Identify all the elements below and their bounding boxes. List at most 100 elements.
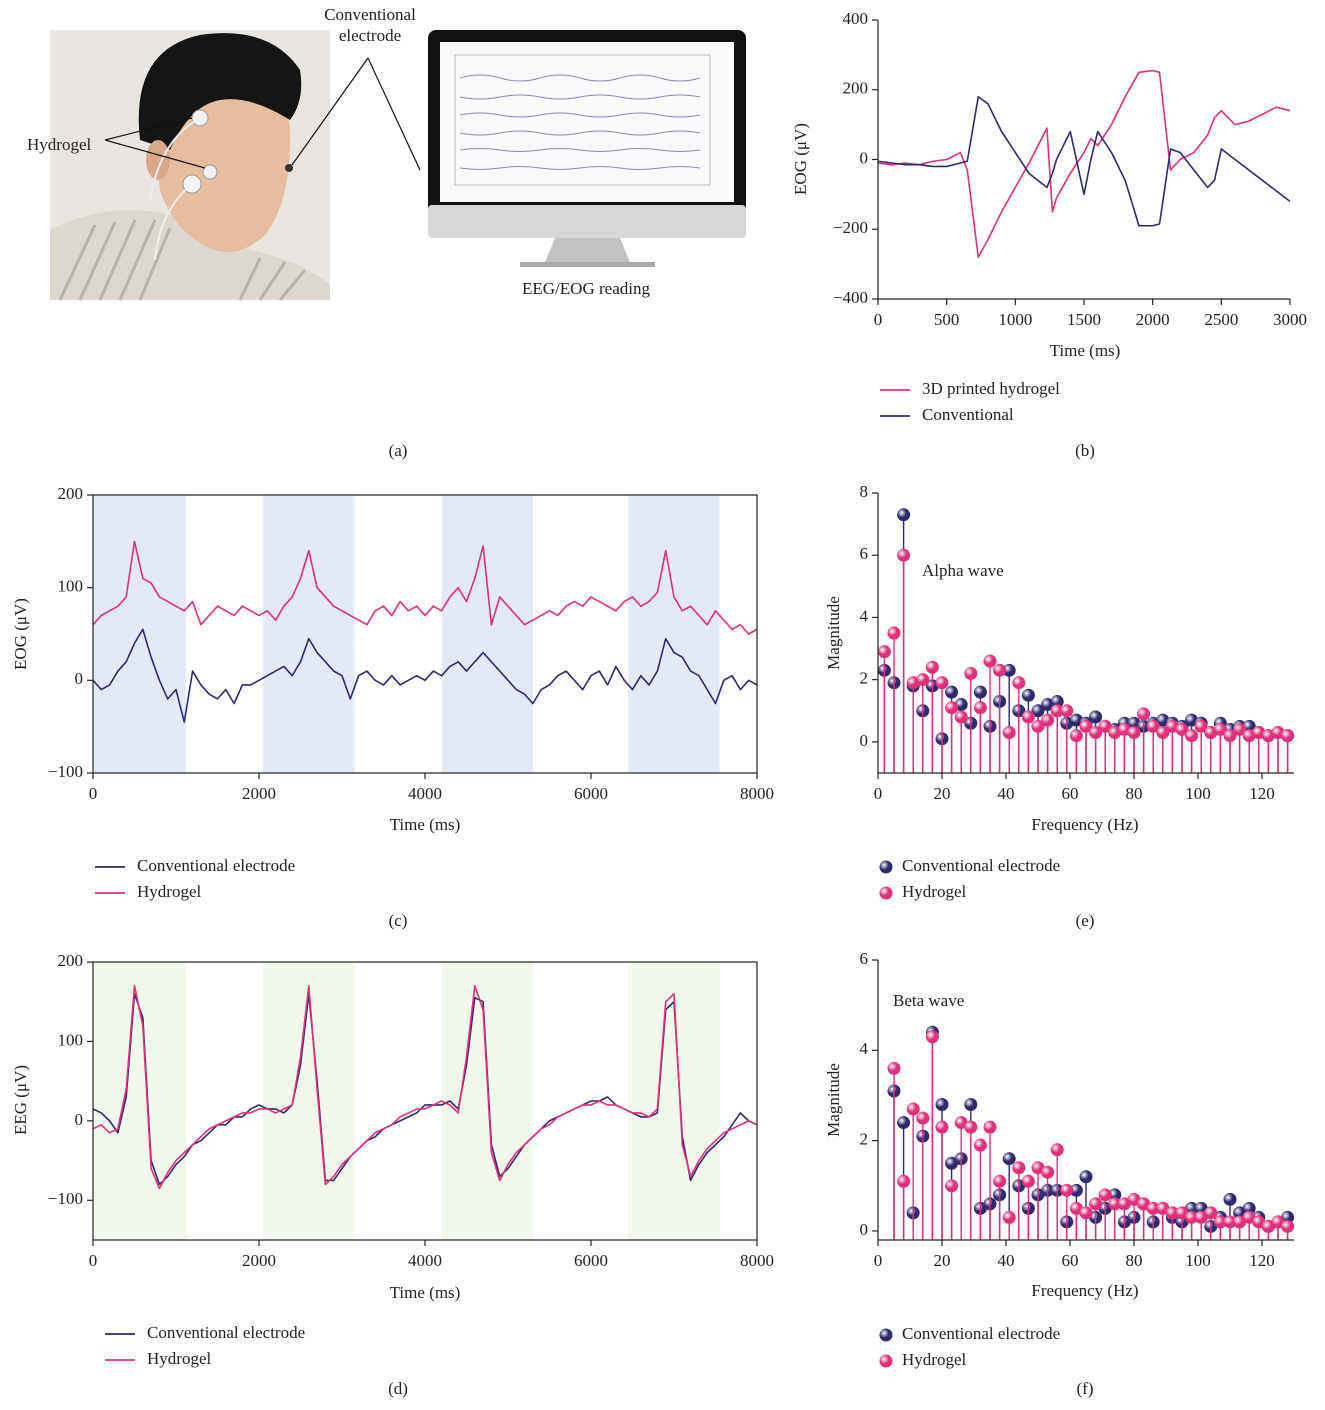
stem-marker: [1060, 704, 1074, 718]
stem-marker: [1108, 1188, 1122, 1202]
legend-marker: [879, 1328, 893, 1342]
stem-marker: [1213, 1215, 1227, 1229]
monitor: [428, 30, 746, 267]
stem-marker: [1108, 1197, 1122, 1211]
stem-marker: [1233, 722, 1247, 736]
legend-label: 3D printed hydrogel: [922, 379, 1060, 398]
stem-marker: [897, 1116, 911, 1130]
x-tick-label: 1000: [998, 310, 1032, 329]
y-tick-label: 4: [860, 1039, 869, 1058]
x-tick-label: 40: [998, 1251, 1015, 1270]
legend-label: Hydrogel: [902, 1350, 966, 1369]
x-tick-label: 0: [874, 784, 883, 803]
stem-marker: [1002, 663, 1016, 677]
stem-marker: [1069, 1183, 1083, 1197]
ear: [146, 140, 170, 180]
x-tick-label: 6000: [574, 1251, 608, 1270]
x-tick-label: 120: [1249, 1251, 1275, 1270]
y-tick-label: 2: [860, 669, 869, 688]
photo-label: Hydrogel: [27, 135, 91, 154]
shaded-region: [93, 962, 186, 1240]
stem-marker: [1146, 719, 1160, 733]
y-tick-label: 0: [75, 669, 84, 688]
y-axis-label: Magnitude: [824, 1063, 843, 1137]
stem-marker: [1281, 1219, 1295, 1233]
series-line: [92, 628, 758, 723]
stem-marker: [935, 1098, 949, 1112]
monitor-base: [520, 262, 655, 267]
stem-marker: [1050, 694, 1064, 708]
stem-marker: [916, 1111, 930, 1125]
shirt-stripes: [58, 219, 307, 301]
stem-marker: [877, 645, 891, 659]
y-tick-label: −100: [48, 762, 83, 781]
stem-marker: [1012, 676, 1026, 690]
x-tick-label: 20: [934, 784, 951, 803]
stem-marker: [906, 1102, 920, 1116]
stem-marker: [1050, 1143, 1064, 1157]
stem-marker: [964, 1098, 978, 1112]
stem-marker: [1089, 726, 1103, 740]
stem-marker: [1041, 713, 1055, 727]
y-tick-label: −400: [833, 288, 868, 307]
electrode: [202, 164, 218, 180]
x-axis-label: Time (ms): [390, 1283, 461, 1302]
y-tick-label: 200: [58, 484, 84, 503]
panel-caption: (e): [1076, 911, 1095, 930]
stem-marker: [1127, 726, 1141, 740]
monitor-screen: [440, 42, 734, 202]
stem-marker: [1204, 1206, 1218, 1220]
stem-marker: [925, 1030, 939, 1044]
series-line: [877, 95, 1291, 227]
stem-marker: [1223, 729, 1237, 743]
stem-marker: [1098, 719, 1112, 733]
stem-marker: [1194, 719, 1208, 733]
screen-traces: [454, 54, 711, 186]
annotation: Beta wave: [893, 991, 964, 1010]
y-tick-label: 0: [860, 148, 869, 167]
stem-marker: [1079, 1206, 1093, 1220]
x-tick-label: 8000: [740, 784, 774, 803]
stem-marker: [1031, 719, 1045, 733]
legend-label: Hydrogel: [902, 882, 966, 901]
legend-label: Conventional electrode: [902, 1324, 1060, 1343]
y-axis-label: Magnitude: [824, 596, 843, 670]
stem-marker: [1089, 1197, 1103, 1211]
stem-marker: [945, 685, 959, 699]
stem-marker: [897, 548, 911, 562]
y-tick-label: 0: [75, 1110, 84, 1129]
x-tick-label: 80: [1126, 784, 1143, 803]
panel-caption: (c): [389, 911, 408, 930]
x-tick-label: 60: [1062, 1251, 1079, 1270]
y-axis-label: EOG (μV): [791, 123, 810, 195]
x-axis-label: Time (ms): [390, 815, 461, 834]
shirt: [50, 210, 330, 300]
chart: −400 −200 0 200 400 0 500 1000 1500 2000 2500 3000 T…: [791, 9, 1307, 460]
stem-marker: [1213, 722, 1227, 736]
photo: [50, 30, 421, 301]
stem-marker: [1146, 1201, 1160, 1215]
x-tick-label: 8000: [740, 1251, 774, 1270]
stem-marker: [1002, 726, 1016, 740]
screen-caption: EEG/EOG reading: [522, 279, 650, 298]
stem-marker: [945, 701, 959, 715]
legend-label: Conventional electrode: [147, 1323, 305, 1342]
y-tick-label: −100: [48, 1189, 83, 1208]
photo-label: Conventional electrode: [324, 5, 416, 45]
stem-marker: [1156, 726, 1170, 740]
stem-marker: [1185, 729, 1199, 743]
stem-marker: [964, 1120, 978, 1134]
series-line: [92, 985, 758, 1190]
series-line: [92, 992, 758, 1186]
stem-marker: [1069, 729, 1083, 743]
x-tick-label: 2500: [1204, 310, 1238, 329]
stem-marker: [1021, 688, 1035, 702]
y-tick-label: −200: [833, 218, 868, 237]
panel-caption: (d): [388, 1379, 408, 1398]
electrode: [285, 164, 293, 172]
stem-marker: [1002, 1152, 1016, 1166]
